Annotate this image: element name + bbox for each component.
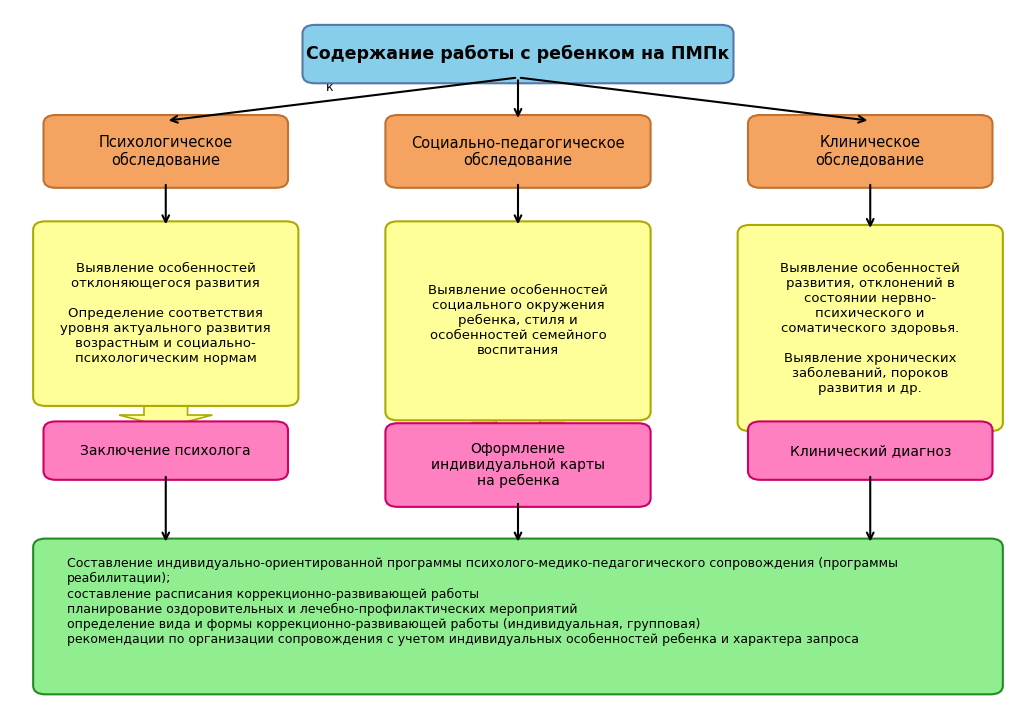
Polygon shape xyxy=(119,400,212,427)
Text: Выявление особенностей
отклоняющегося развития

Определение соответствия
уровня : Выявление особенностей отклоняющегося ра… xyxy=(60,262,271,365)
FancyBboxPatch shape xyxy=(44,421,288,480)
Text: Оформление
индивидуальной карты
на ребенка: Оформление индивидуальной карты на ребен… xyxy=(431,442,605,488)
FancyBboxPatch shape xyxy=(738,225,1003,431)
Polygon shape xyxy=(471,415,565,429)
FancyBboxPatch shape xyxy=(33,221,298,406)
Text: Психологическое
обследование: Психологическое обследование xyxy=(98,136,233,167)
FancyBboxPatch shape xyxy=(385,423,651,507)
FancyBboxPatch shape xyxy=(385,221,651,420)
FancyBboxPatch shape xyxy=(748,421,992,480)
Text: к: к xyxy=(326,81,334,94)
Text: Содержание работы с ребенком на ПМПк: Содержание работы с ребенком на ПМПк xyxy=(307,45,729,63)
Text: Клиническое
обследование: Клиническое обследование xyxy=(815,136,925,167)
Text: Составление индивидуально-ориентированной программы психолого-медико-педагогичес: Составление индивидуально-ориентированно… xyxy=(67,557,898,646)
Polygon shape xyxy=(824,425,917,427)
FancyBboxPatch shape xyxy=(44,115,288,187)
Text: Заключение психолога: Заключение психолога xyxy=(81,443,251,458)
FancyBboxPatch shape xyxy=(33,539,1003,694)
FancyBboxPatch shape xyxy=(385,115,651,187)
FancyBboxPatch shape xyxy=(303,25,733,83)
FancyBboxPatch shape xyxy=(748,115,992,187)
Text: Выявление особенностей
социального окружения
ребенка, стиля и
особенностей семей: Выявление особенностей социального окруж… xyxy=(428,284,608,358)
Text: Выявление особенностей
развития, отклонений в
состоянии нервно-
психического и
с: Выявление особенностей развития, отклоне… xyxy=(780,262,960,394)
Text: Клинический диагноз: Клинический диагноз xyxy=(789,443,951,458)
Text: Социально-педагогическое
обследование: Социально-педагогическое обследование xyxy=(411,136,625,167)
